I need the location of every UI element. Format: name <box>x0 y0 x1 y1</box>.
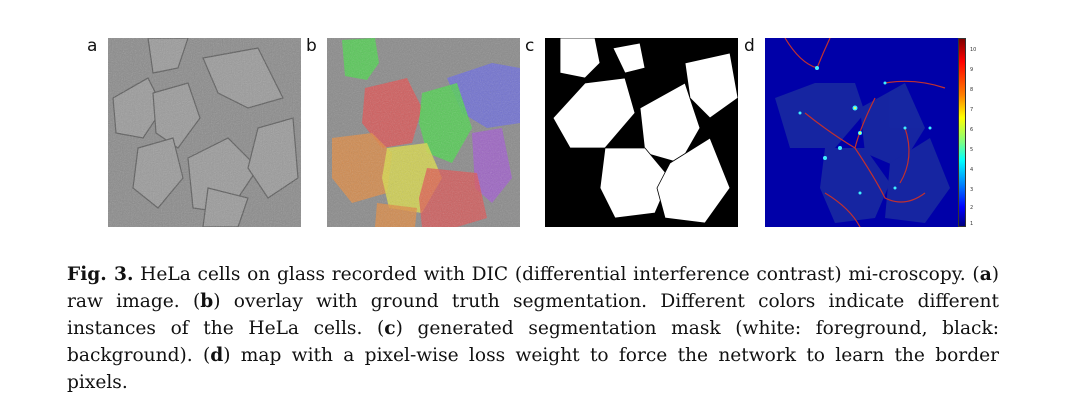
colorbar-ticks: 10 9 8 7 6 5 4 3 2 1 <box>970 38 984 227</box>
loss-weight-heatmap <box>765 38 958 227</box>
colorbar-tick: 2 <box>970 205 974 211</box>
colorbar-tick: 4 <box>970 167 974 173</box>
raw-microscopy-image <box>108 38 301 227</box>
mask-panel <box>545 38 738 227</box>
panel-label-b: b <box>306 36 317 56</box>
caption-ref-c: c <box>384 318 396 339</box>
raw-image-panel <box>108 38 301 227</box>
caption-ref-d: d <box>210 345 224 366</box>
caption-ref-a: a <box>979 264 992 285</box>
caption-text: ) raw image. ( <box>67 264 1000 312</box>
panel-label-a: a <box>87 36 98 56</box>
figure-label: Fig. 3. <box>67 264 134 285</box>
colorbar-tick: 9 <box>970 67 974 73</box>
color-overlay-segmentation <box>327 38 520 227</box>
colorbar-tick: 5 <box>970 147 974 153</box>
colorbar-tick: 1 <box>970 221 974 227</box>
colorbar-tick: 10 <box>970 47 977 53</box>
colorbar-tick: 8 <box>970 87 974 93</box>
caption-text: HeLa cells on glass recorded with DIC (d… <box>133 264 980 285</box>
colorbar-tick: 3 <box>970 187 974 193</box>
caption-text: ) map with a pixel-wise loss weight to f… <box>67 345 999 393</box>
caption-text: ) generated segmentation mask (white: fo… <box>67 318 999 366</box>
caption-text: ) overlay with ground truth segmentation… <box>67 291 999 339</box>
colorbar-tick: 7 <box>970 107 974 113</box>
colorbar-tick: 6 <box>970 127 974 133</box>
caption-ref-b: b <box>200 291 214 312</box>
panel-label-c: c <box>525 36 535 56</box>
binary-segmentation-mask <box>545 38 738 227</box>
figure-caption: Fig. 3. HeLa cells on glass recorded wit… <box>67 261 999 396</box>
panel-label-d: d <box>744 36 755 56</box>
overlay-panel <box>327 38 520 227</box>
weight-map-panel <box>765 38 958 227</box>
colorbar <box>958 38 966 227</box>
